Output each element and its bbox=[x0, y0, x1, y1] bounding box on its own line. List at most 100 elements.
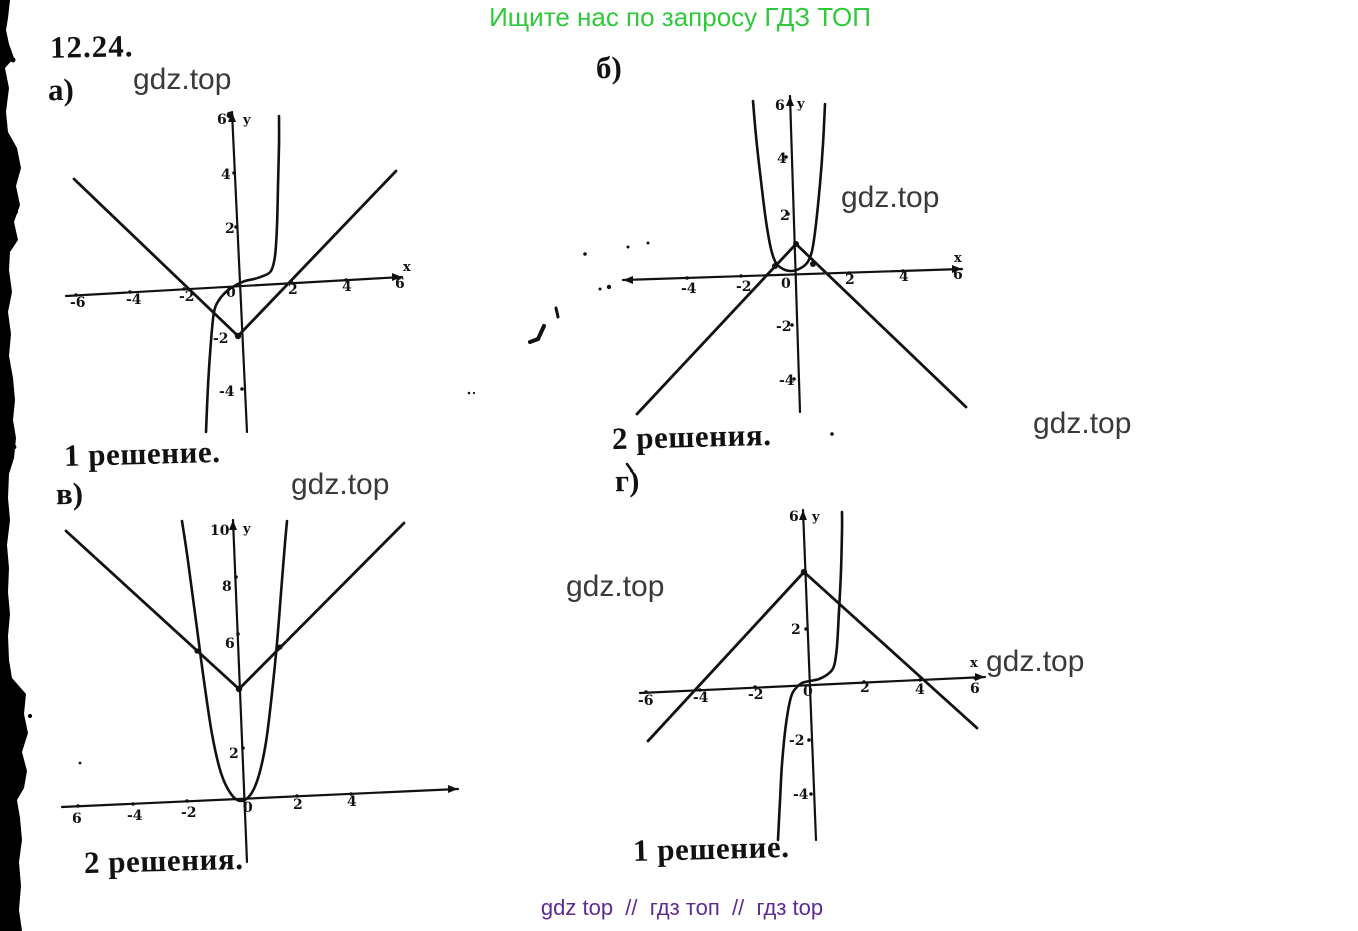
power-function-curve bbox=[776, 510, 844, 842]
tick-label: -2 bbox=[789, 733, 805, 749]
axis-tick bbox=[397, 276, 401, 280]
intersection-dot bbox=[800, 568, 808, 576]
scan-speck bbox=[28, 714, 32, 718]
axis-arrow bbox=[799, 510, 807, 520]
scan-speck bbox=[14, 210, 18, 214]
tick-label: -4 bbox=[693, 690, 709, 706]
power-function-curve bbox=[751, 99, 827, 273]
scan-noise-mark bbox=[528, 324, 546, 344]
axis-tick bbox=[862, 680, 866, 684]
axis-tick bbox=[290, 281, 294, 285]
graph-panel-c: 6 -4 -2 0 2 4 10 8 6 2 y bbox=[60, 518, 460, 864]
x-axis bbox=[60, 787, 460, 809]
answer-caption-a: 1 решение. bbox=[63, 433, 221, 474]
axis-tick bbox=[786, 212, 790, 216]
axis-tick bbox=[973, 676, 977, 680]
torn-page-edge bbox=[0, 0, 28, 931]
axis-arrow bbox=[786, 96, 794, 106]
tick-label: 4 bbox=[221, 167, 231, 183]
axis-tick bbox=[698, 688, 702, 692]
promo-header: Ищите нас по запросу ГДЗ ТОП bbox=[489, 2, 871, 32]
tick-label: 4 bbox=[777, 151, 787, 167]
tick-label: 6 bbox=[953, 267, 963, 283]
x-axis bbox=[621, 267, 964, 282]
axis-tick bbox=[182, 287, 186, 291]
watermark: gdz.top bbox=[986, 645, 1085, 678]
axis-arrow bbox=[229, 520, 237, 530]
tick-label: 2 bbox=[288, 282, 298, 298]
axis-arrow bbox=[975, 673, 985, 681]
axis-tick bbox=[685, 276, 689, 280]
tick-label: 4 bbox=[347, 794, 357, 810]
x-axis bbox=[638, 675, 987, 695]
power-function-curve bbox=[204, 114, 281, 434]
axis-tick bbox=[240, 387, 244, 391]
axis-tick bbox=[185, 799, 189, 803]
watermark: gdz.top bbox=[133, 63, 232, 96]
absolute-value-curve bbox=[646, 570, 979, 743]
tick-label: -2 bbox=[776, 319, 792, 335]
scan-noise-mark bbox=[554, 306, 560, 319]
power-function-curve bbox=[180, 519, 289, 803]
scan-noise-dot bbox=[583, 252, 587, 256]
tick-label: 6 bbox=[395, 276, 405, 292]
tick-label: -4 bbox=[681, 281, 697, 297]
answer-caption-d: 1 решение. bbox=[632, 828, 790, 869]
scan-noise-dot bbox=[606, 284, 612, 290]
y-axis bbox=[801, 508, 818, 842]
tick-label: 6 bbox=[225, 636, 235, 652]
axis-tick bbox=[349, 792, 353, 796]
axis-arrow bbox=[392, 273, 402, 281]
tick-label: 4 bbox=[915, 682, 925, 698]
axis-letter-y: y bbox=[796, 97, 805, 112]
axis-letter-x: x bbox=[970, 656, 978, 671]
axis-tick bbox=[809, 792, 813, 796]
y-axis bbox=[230, 110, 249, 434]
intersection-dot bbox=[810, 261, 816, 267]
axis-tick bbox=[847, 271, 851, 275]
tick-label: -2 bbox=[179, 289, 195, 305]
tick-label: 0 bbox=[226, 285, 236, 301]
axis-tick bbox=[295, 794, 299, 798]
axis-letter-y: y bbox=[242, 522, 251, 537]
tick-label: 8 bbox=[222, 579, 232, 595]
scan-noise-dot bbox=[598, 287, 602, 291]
tick-label: 2 bbox=[845, 272, 855, 288]
axis-tick bbox=[784, 155, 788, 159]
axis-tick bbox=[790, 323, 794, 327]
axis-arrow bbox=[623, 276, 633, 284]
scan-noise-dot bbox=[472, 391, 476, 395]
axis-tick bbox=[232, 171, 236, 175]
tick-label: -6 bbox=[638, 693, 654, 709]
axis-tick bbox=[753, 685, 757, 689]
axis-tick bbox=[344, 278, 348, 282]
axis-tick bbox=[955, 267, 959, 271]
tick-label: 2 bbox=[860, 680, 870, 696]
scan-noise-dot bbox=[830, 432, 834, 436]
tick-label: 4 bbox=[342, 279, 352, 295]
tick-label: -2 bbox=[736, 279, 752, 295]
axis-tick bbox=[236, 632, 240, 636]
scan-noise-mark bbox=[625, 462, 634, 473]
axis-letter-x: x bbox=[954, 251, 962, 266]
axis-tick bbox=[234, 575, 238, 579]
axis-tick bbox=[131, 802, 135, 806]
tick-label: 6 bbox=[217, 112, 227, 128]
scan-noise-dot bbox=[646, 241, 650, 245]
tick-label: 10 bbox=[210, 523, 230, 539]
axis-letter-y: y bbox=[811, 510, 820, 525]
intersection-dot bbox=[234, 332, 242, 340]
axis-tick bbox=[644, 690, 648, 694]
tick-label: -4 bbox=[126, 292, 142, 308]
scan-noise-dot bbox=[467, 391, 471, 395]
tick-label: 0 bbox=[243, 800, 253, 816]
tick-label: 4 bbox=[899, 269, 909, 285]
intersection-dot bbox=[226, 111, 234, 119]
tick-label: 6 bbox=[72, 811, 82, 827]
axis-tick bbox=[804, 627, 808, 631]
watermark: gdz.top bbox=[566, 570, 665, 603]
problem-number: 12.24. bbox=[49, 28, 134, 65]
tick-label: 2 bbox=[780, 208, 790, 224]
